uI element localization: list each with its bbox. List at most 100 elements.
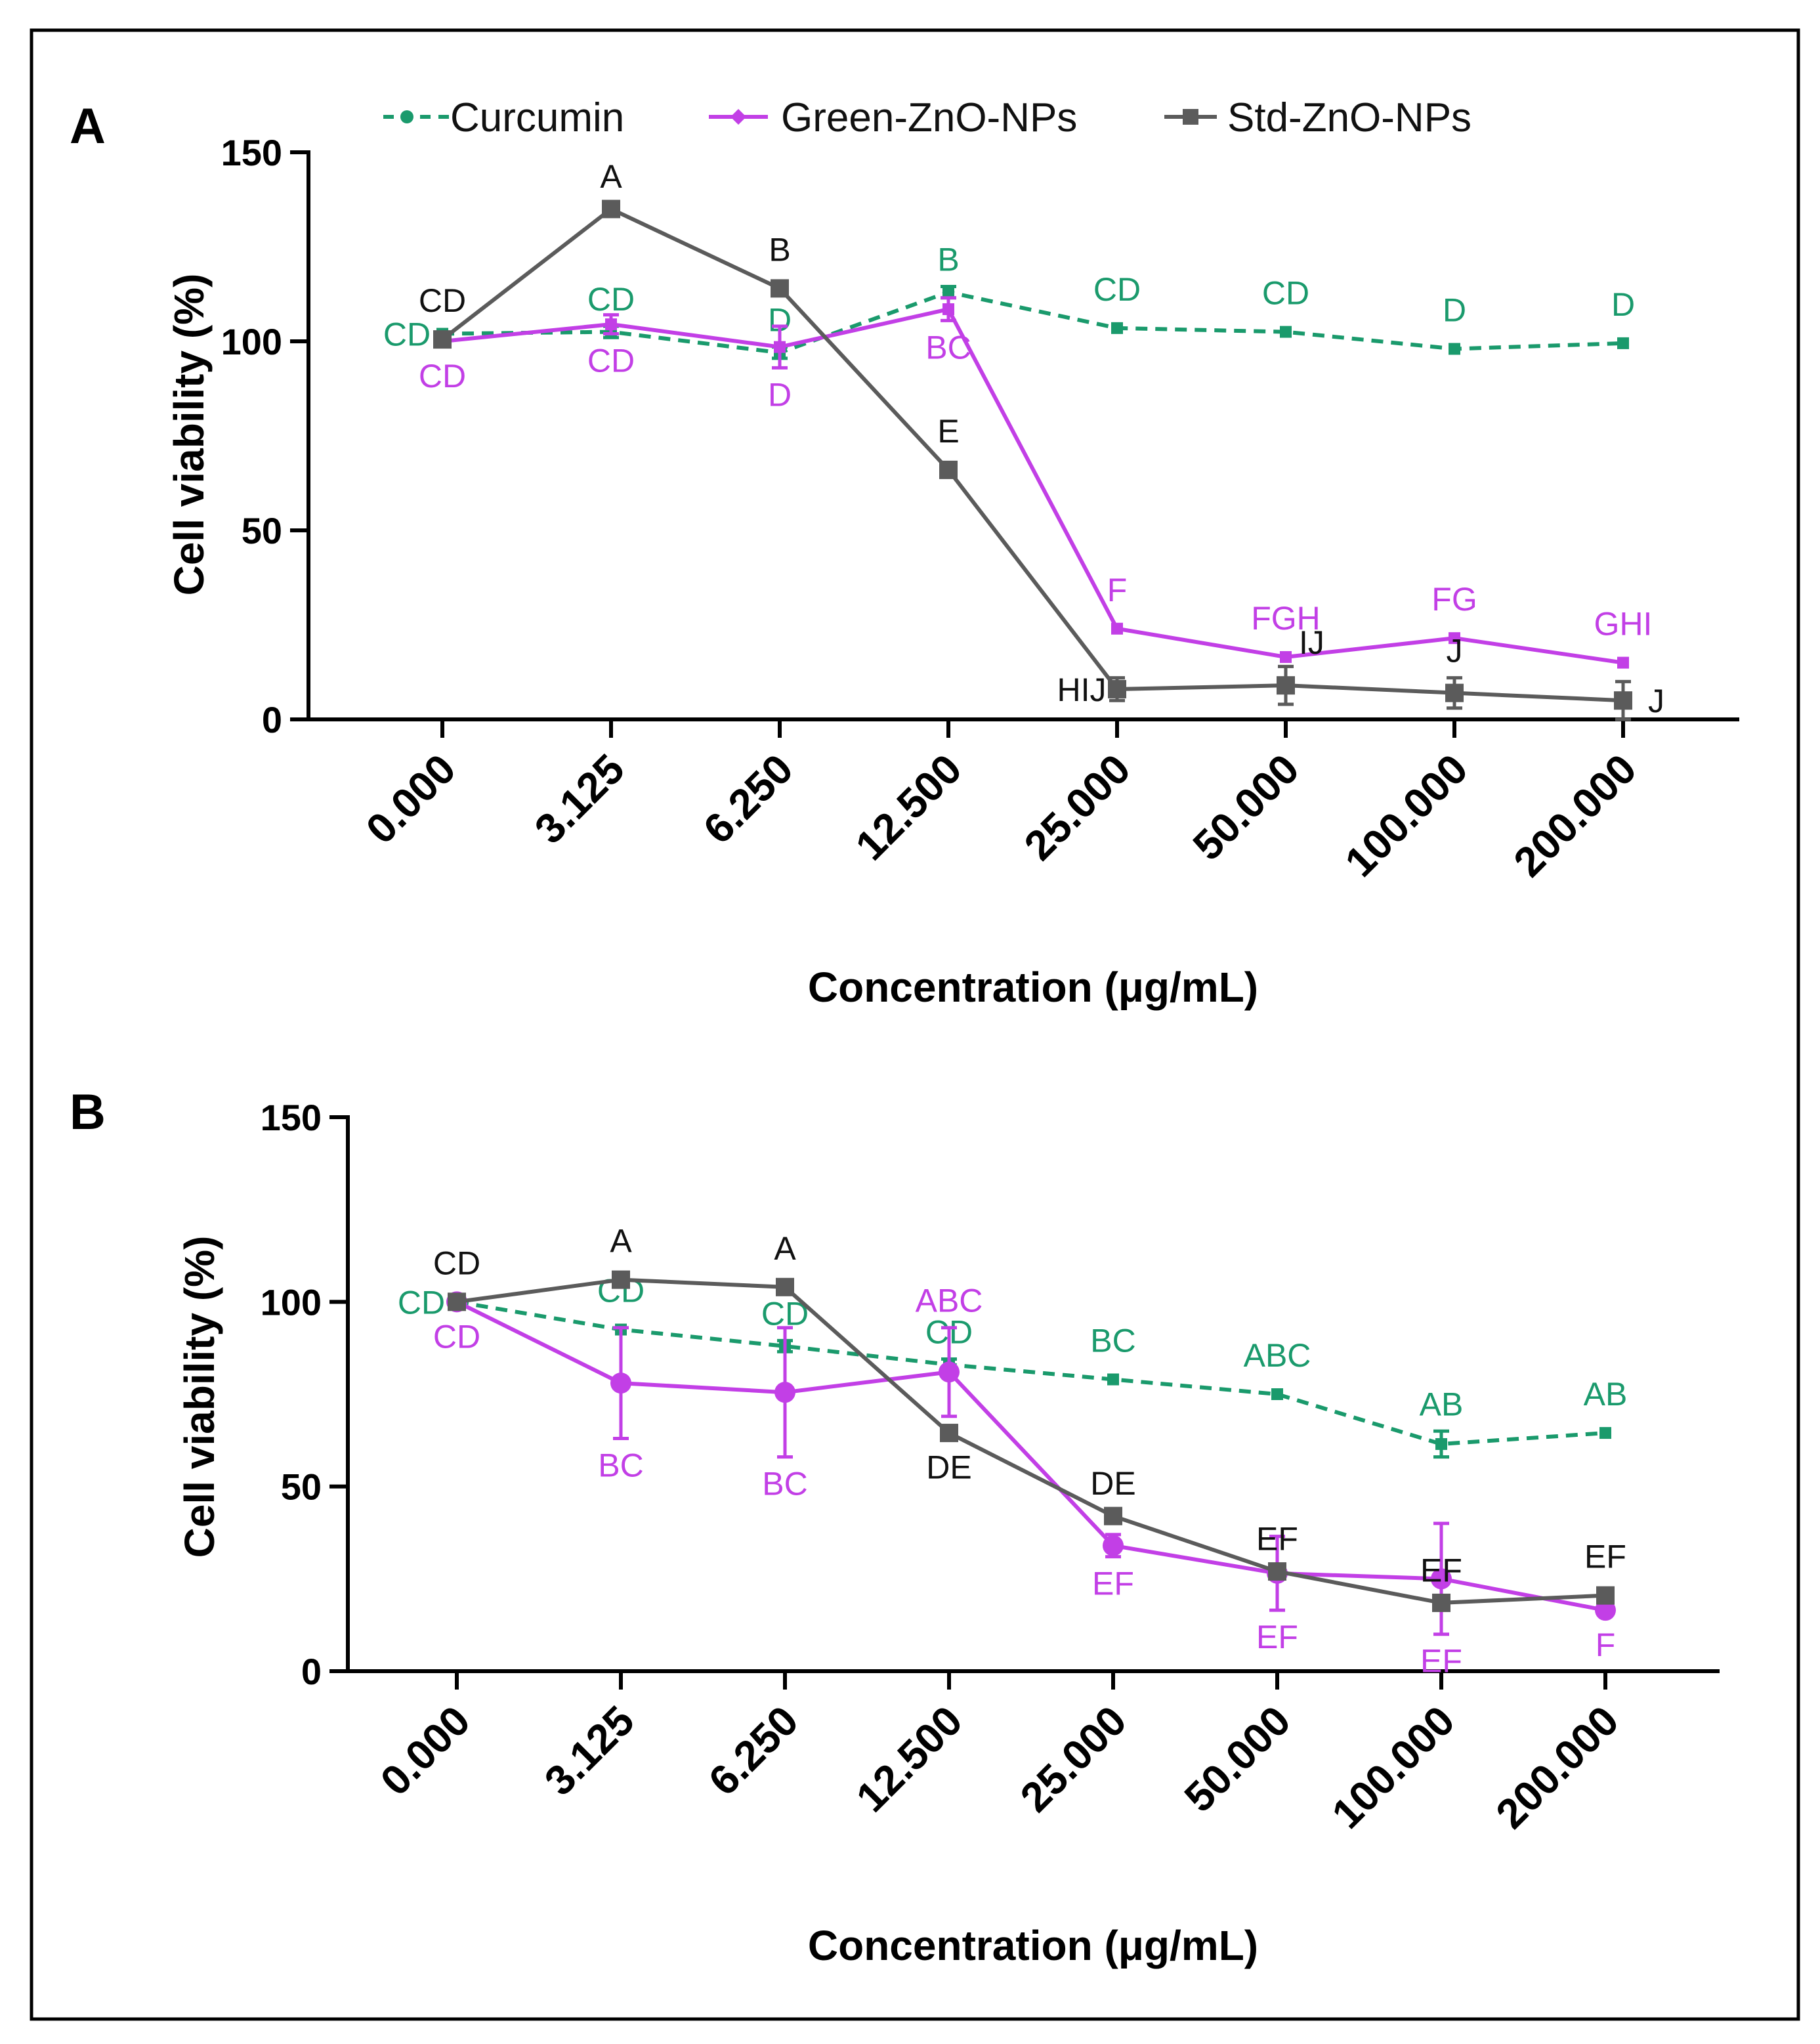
panel-a-x-tick-label: 3.125 — [526, 745, 633, 853]
panel-b-x-axis-title: Concentration (μg/mL) — [808, 1922, 1258, 1969]
panel-b-x-tick-label: 0.000 — [371, 1697, 479, 1804]
panel-a-green_zno-significance-label: CD — [587, 342, 635, 379]
panel-a-curcumin-significance-label: CD — [1262, 275, 1309, 312]
panel-a-x-tick-label: 25.000 — [1015, 745, 1139, 869]
panel-a-x-tick-label: 100.000 — [1336, 745, 1476, 885]
legend-item-curcumin: Curcumin — [383, 95, 624, 140]
panel-a-chart: A Cell viability (%) Concentration (μg/m… — [70, 98, 1739, 1011]
panel-a-x-tick-label: 0.000 — [357, 745, 465, 853]
panel-b-curcumin-line — [456, 1300, 1606, 1446]
panel-a-y-tick-label: 100 — [221, 321, 282, 362]
panel-b-x-tick-label: 25.000 — [1011, 1697, 1135, 1821]
panel-b-curcumin-point — [1599, 1427, 1611, 1439]
panel-b-green_zno-point — [774, 1382, 795, 1403]
panel-a-std_zno-point — [1445, 683, 1464, 702]
panel-a-series-std_zno: CD A B E HIJ IJ J J — [419, 158, 1664, 721]
panel-b-std_zno-significance-label: DE — [926, 1449, 971, 1485]
panel-a-std_zno-significance-label: E — [937, 413, 959, 450]
panel-a-y-tick-label: 50 — [242, 510, 282, 551]
panel-a-curcumin-significance-label: CD — [587, 281, 635, 318]
panel-a-std_zno-point — [1277, 676, 1295, 695]
panel-a-curcumin-significance-label: D — [1443, 292, 1466, 329]
panel-b-green_zno-point — [939, 1361, 960, 1383]
panel-a-std_zno-significance-label: A — [600, 158, 622, 195]
panel-a-x-tick-label: 12.500 — [847, 745, 971, 869]
panel-b-green_zno-significance-label: EF — [1420, 1643, 1462, 1680]
panel-a-green_zno-significance-label: GHI — [1594, 606, 1653, 643]
panel-a-green_zno-point — [1617, 656, 1629, 669]
panel-a-y-tick-label: 150 — [221, 132, 282, 173]
panel-b-green_zno-significance-label: EF — [1256, 1619, 1298, 1655]
panel-b-x-tick-label: 12.500 — [847, 1697, 971, 1821]
legend-green-zno-marker — [730, 109, 746, 125]
panel-a-curcumin-point — [1617, 337, 1629, 349]
panel-b-green_zno-line — [455, 1300, 1606, 1613]
panel-a-y-axis-title: Cell viability (%) — [165, 274, 213, 596]
panel-b-std_zno-significance-label: CD — [433, 1245, 480, 1281]
panel-a-std_zno-significance-label: B — [769, 231, 790, 268]
panel-a-green_zno-significance-label: CD — [419, 358, 466, 394]
panel-b-x-tick-label: 100.000 — [1323, 1697, 1463, 1837]
panel-b-x-tick-label: 50.000 — [1175, 1697, 1300, 1821]
panel-a-curcumin-significance-label: D — [1611, 286, 1635, 323]
panel-b-y-tick-label: 150 — [261, 1097, 322, 1138]
panel-b-axes — [329, 1115, 1720, 1690]
panel-a-curcumin-point — [1111, 322, 1123, 334]
panel-b-curcumin-point — [1435, 1437, 1447, 1450]
panel-b-green_zno-significance-label: BC — [762, 1466, 807, 1502]
panel-a-curcumin-significance-label: CD — [383, 316, 431, 352]
panel-b-curcumin-significance-label: AB — [1584, 1376, 1628, 1413]
panel-b-std_zno-point — [1432, 1593, 1450, 1612]
panel-b-curcumin-point — [1107, 1373, 1119, 1386]
legend-item-green-zno: Green-ZnO-NPs — [709, 95, 1077, 140]
panel-a-green_zno-significance-label: FGH — [1251, 600, 1321, 637]
panel-a-std_zno-point — [939, 460, 958, 479]
panel-b-std_zno-significance-label: A — [610, 1223, 632, 1260]
panel-b-green_zno-significance-label: CD — [433, 1318, 480, 1355]
legend: Curcumin Green-ZnO-NPs Std-ZnO-NPs — [383, 95, 1471, 140]
panel-a-std_zno-point — [1614, 691, 1632, 710]
panel-b-green_zno-point — [1595, 1600, 1616, 1621]
panel-a-green_zno-significance-label: F — [1107, 572, 1128, 608]
panel-a-std_zno-significance-label: IJ — [1299, 624, 1324, 661]
panel-b-std_zno-significance-label: EF — [1420, 1552, 1462, 1588]
panel-b-green_zno-significance-label: EF — [1092, 1565, 1134, 1602]
panel-a-curcumin-point — [1280, 326, 1292, 338]
panel-b-curcumin-significance-label: ABC — [1244, 1337, 1311, 1374]
panel-a-y-tick-label: 0 — [262, 699, 282, 740]
panel-b-std_zno-significance-label: DE — [1090, 1465, 1135, 1502]
figure-border — [30, 28, 1800, 2021]
panel-b-std_zno-point — [1268, 1562, 1286, 1581]
panel-a-curcumin-significance-label: B — [937, 241, 959, 278]
legend-item-std-zno: Std-ZnO-NPs — [1164, 95, 1471, 140]
panel-a-std_zno-line — [441, 206, 1624, 703]
panel-b-chart: B Cell viability (%) Concentration (μg/m… — [70, 1084, 1720, 1969]
panel-a-label: A — [70, 98, 106, 154]
panel-b-x-tick-label: 3.125 — [536, 1697, 643, 1804]
panel-b-std_zno-significance-label: EF — [1256, 1521, 1298, 1558]
panel-b-green_zno-significance-label: ABC — [916, 1283, 983, 1319]
panel-b-curcumin-point — [1271, 1388, 1283, 1400]
panel-a-curcumin-significance-label: CD — [1093, 271, 1141, 308]
panel-b-y-tick-label: 100 — [261, 1281, 322, 1323]
panel-b-std_zno-point — [1596, 1586, 1615, 1605]
panel-a-green_zno-significance-label: D — [768, 376, 792, 413]
panel-a-green_zno-significance-label: BC — [925, 329, 971, 366]
panel-a-x-tick-label: 200.000 — [1504, 745, 1645, 885]
legend-std-zno-label: Std-ZnO-NPs — [1227, 95, 1471, 140]
panel-b-std_zno-significance-label: A — [774, 1230, 796, 1267]
panel-b-green_zno-point — [610, 1373, 631, 1394]
panel-b-y-axis-title: Cell viability (%) — [176, 1236, 223, 1558]
panel-a-std_zno-point — [433, 330, 452, 349]
panel-b-std_zno-significance-label: EF — [1584, 1539, 1626, 1575]
panel-a-std_zno-significance-label: J — [1447, 633, 1463, 670]
panel-a-std_zno-significance-label: J — [1648, 683, 1664, 719]
panel-a-green_zno-point — [1111, 622, 1123, 635]
panel-b-std_zno-point — [940, 1424, 958, 1443]
panel-a-std_zno-point — [771, 279, 789, 298]
panel-b-label: B — [70, 1084, 106, 1140]
